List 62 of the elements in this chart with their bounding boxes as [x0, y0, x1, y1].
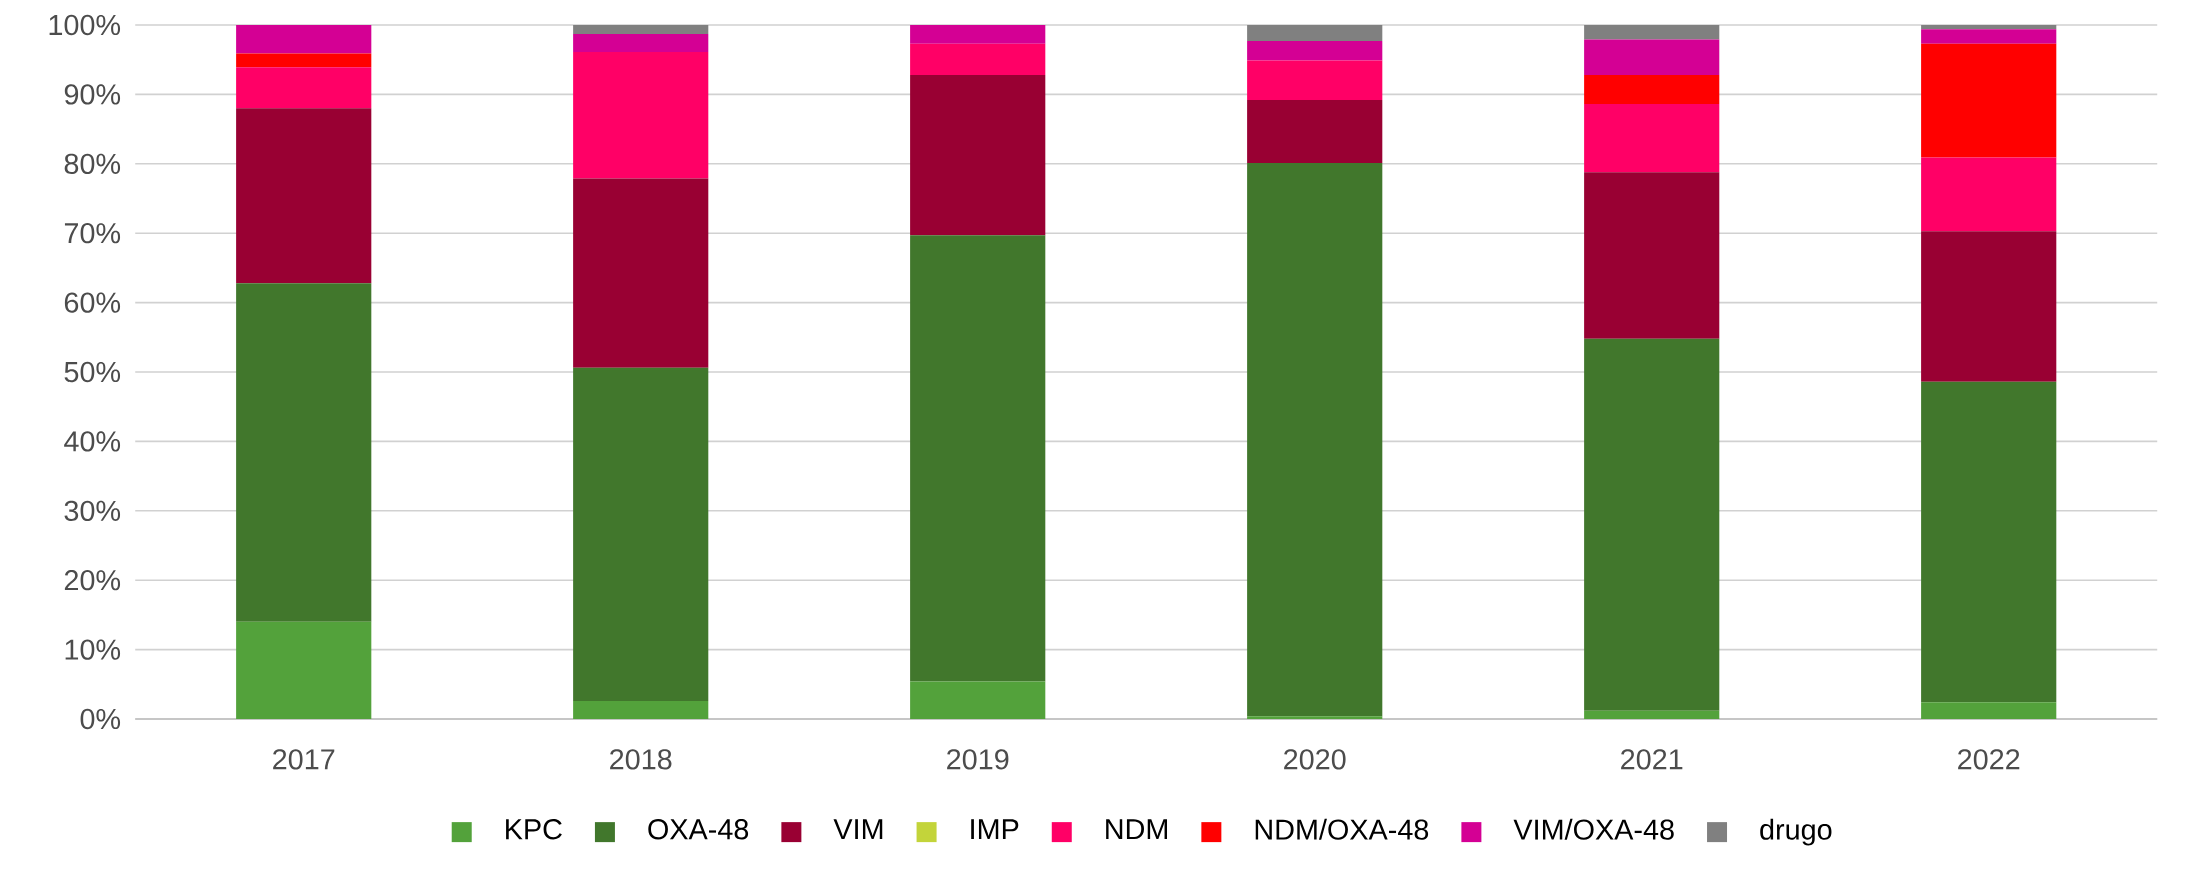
bar [573, 178, 709, 368]
bar [1584, 104, 1720, 173]
bar [910, 25, 1046, 44]
x-tick-label: 2020 [1284, 749, 1346, 770]
bar [236, 108, 372, 284]
bar [1921, 702, 2057, 719]
bar [1247, 60, 1383, 100]
x-tick-label: 2019 [947, 749, 1009, 770]
bar [1247, 163, 1383, 717]
y-tick-label: 0% [80, 708, 121, 730]
bar [573, 52, 709, 179]
bar [1921, 381, 2057, 703]
bar [910, 43, 1046, 75]
legend-label: IMP [971, 819, 1019, 840]
bar [1921, 43, 2057, 158]
bar [1247, 25, 1383, 41]
bar [236, 283, 372, 622]
bar [236, 621, 372, 719]
bar [1584, 39, 1720, 75]
bar [1247, 716, 1383, 719]
bar [236, 67, 372, 109]
bar [573, 367, 709, 701]
legend-label: NDM [1106, 819, 1167, 840]
bar [910, 681, 1046, 719]
y-tick-label: 10% [65, 639, 121, 660]
bar [573, 25, 709, 35]
bar [1921, 231, 2057, 382]
bar [910, 74, 1046, 236]
legend-label: VIM/OXA-48 [1513, 818, 1674, 840]
legend-label: KPC [506, 819, 562, 840]
bar [236, 25, 372, 54]
y-tick-label: 30% [64, 500, 121, 521]
bar [573, 700, 709, 719]
bar [1247, 40, 1383, 61]
bar [1921, 157, 2057, 232]
bar [1584, 74, 1720, 105]
y-tick-label: 70% [64, 223, 121, 244]
bar [1584, 338, 1720, 711]
y-tick-label: 100% [49, 14, 121, 36]
legend-label: VIM [833, 819, 883, 840]
bar [910, 235, 1046, 682]
legend-label: drugo [1760, 818, 1832, 846]
y-tick-label: 80% [64, 153, 121, 174]
x-tick-label: 2018 [610, 749, 672, 770]
y-tick-label: 20% [64, 570, 121, 591]
bar [1584, 25, 1720, 40]
bar [1921, 25, 2057, 30]
bar [573, 34, 709, 53]
bar [1921, 29, 2057, 44]
legend-label: OXA-48 [648, 819, 749, 840]
y-tick-label: 50% [64, 361, 121, 383]
legend-label: NDM/OXA-48 [1255, 818, 1429, 840]
x-tick-label: 2022 [1958, 749, 2020, 770]
y-tick-label: 40% [64, 431, 121, 452]
y-tick-label: 90% [64, 84, 121, 105]
x-tick-label: 2021 [1621, 749, 1683, 770]
x-tick-label: 2017 [273, 749, 335, 770]
y-tick-label: 60% [64, 292, 121, 313]
bar [236, 53, 372, 68]
bar [1584, 710, 1720, 719]
bar [1247, 99, 1383, 164]
bar [1584, 172, 1720, 339]
